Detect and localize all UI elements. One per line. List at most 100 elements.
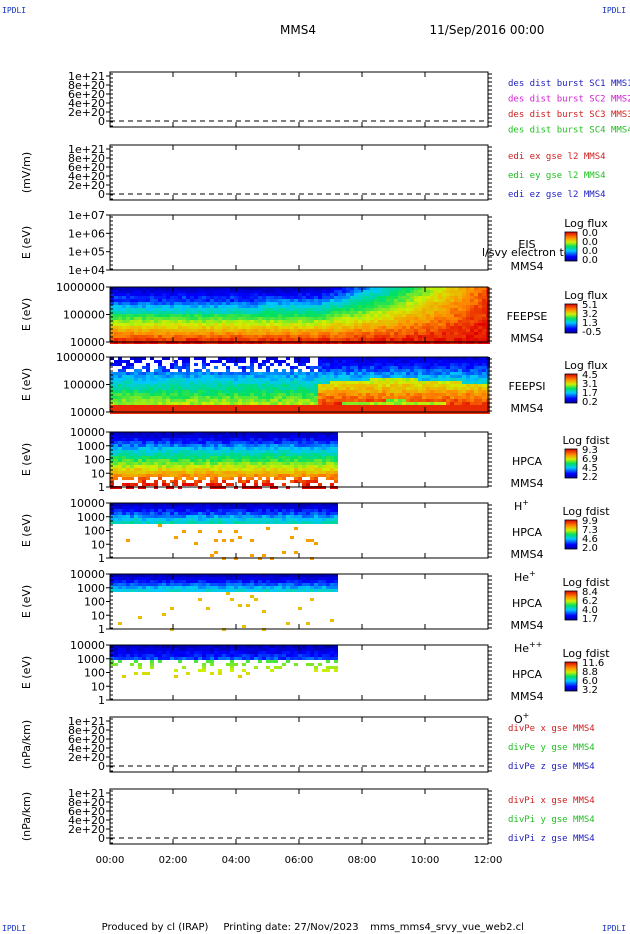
spectrogram-cell — [158, 512, 162, 515]
spectrogram-cell — [470, 323, 474, 326]
y-tick-label: 1000 — [77, 440, 105, 453]
spectrogram-cell — [326, 459, 330, 462]
spectrogram-cell — [354, 326, 358, 329]
spectrogram-cell — [206, 453, 210, 456]
spectrogram-cell — [178, 329, 182, 332]
spectrogram-cell — [290, 314, 294, 317]
spectrogram-cell — [250, 357, 254, 360]
spectrogram-cell — [326, 314, 330, 317]
spectrogram-cell — [450, 290, 454, 293]
spectrogram-cell — [134, 483, 138, 486]
spectrogram-cell — [386, 287, 390, 290]
spectrogram-cell — [338, 320, 342, 323]
spectrogram-cell — [442, 305, 446, 308]
spectrogram-cell — [178, 338, 182, 341]
spectrogram-cell — [306, 299, 310, 302]
spectrogram-cell — [470, 314, 474, 317]
spectrogram-cell — [394, 369, 398, 372]
spectrogram-cell — [318, 287, 322, 290]
spectrogram-cell — [170, 290, 174, 293]
spectrogram-cell — [134, 408, 138, 411]
spectrogram-cell — [194, 447, 198, 450]
spectrogram-cell — [286, 465, 290, 468]
spectrogram-cell — [186, 441, 190, 444]
spectrogram-cell — [198, 438, 202, 441]
spectrogram-cell — [318, 402, 322, 405]
spectrogram-cell — [138, 450, 142, 453]
spectrogram-cell — [218, 408, 222, 411]
spectrogram-cell — [262, 465, 266, 468]
spectrogram-cell — [182, 287, 186, 290]
spectrogram-cell — [154, 369, 158, 372]
spectrogram-cell — [310, 450, 314, 453]
spectrogram-cell — [386, 314, 390, 317]
spectrogram-cell — [482, 387, 486, 390]
spectrogram-cell — [334, 456, 338, 459]
spectrogram-cell — [306, 290, 310, 293]
spectrogram-cell — [346, 360, 350, 363]
spectrogram-cell — [130, 474, 134, 477]
spectrogram-cell — [282, 369, 286, 372]
spectrogram-cell — [298, 444, 302, 447]
spectrogram-cell — [170, 468, 174, 471]
spectrogram-cell — [186, 290, 190, 293]
spectrogram-cell — [146, 509, 150, 512]
spectrogram-cell — [426, 314, 430, 317]
spectrogram-cell — [250, 435, 254, 438]
spectrogram-cell — [478, 396, 482, 399]
spectrogram-cell — [146, 323, 150, 326]
spectrogram-cell — [338, 290, 342, 293]
spectrogram-cell — [334, 390, 338, 393]
spectrogram-cell — [214, 360, 218, 363]
spectrogram-cell — [294, 308, 298, 311]
spectrogram-cell — [278, 378, 282, 381]
spectrogram-cell — [146, 450, 150, 453]
spectrogram-cell — [118, 308, 122, 311]
spectrogram-cell — [450, 381, 454, 384]
spectrogram-cell — [290, 366, 294, 369]
spectrogram-cell — [194, 402, 198, 405]
spectrogram-cell — [130, 390, 134, 393]
spectrogram-cell — [162, 521, 166, 524]
spectrogram-cell — [250, 338, 254, 341]
spectrogram-cell — [322, 396, 326, 399]
spectrogram-cell — [330, 381, 334, 384]
spectrogram-cell — [202, 447, 206, 450]
spectrogram-cell — [166, 369, 170, 372]
spectrogram-cell — [254, 402, 258, 405]
spectrogram-cell — [186, 435, 190, 438]
spectrogram-cell — [190, 441, 194, 444]
spectrogram-cell — [302, 432, 306, 435]
spectrogram-cell — [286, 405, 290, 408]
spectrogram-cell — [442, 372, 446, 375]
spectrogram-cell — [130, 441, 134, 444]
spectrogram-cell — [366, 287, 370, 290]
spectrogram-cell — [202, 393, 206, 396]
spectrogram-cell — [122, 378, 126, 381]
spectrogram-cell — [230, 396, 234, 399]
spectrogram-cell — [442, 308, 446, 311]
spectrogram-cell — [138, 402, 142, 405]
spectrogram-cell — [418, 366, 422, 369]
spectrogram-cell — [410, 399, 414, 402]
spectrogram-cell — [466, 384, 470, 387]
spectrogram-cell — [130, 468, 134, 471]
spectrogram-cell — [130, 509, 134, 512]
spectrogram-cell — [458, 305, 462, 308]
spectrogram-cell — [422, 314, 426, 317]
spectrogram-cell — [406, 384, 410, 387]
spectrogram-cell — [230, 432, 234, 435]
spectrogram-cell — [462, 390, 466, 393]
spectrogram-cell — [166, 453, 170, 456]
spectrogram-cell — [382, 290, 386, 293]
spectrogram-cell — [254, 408, 258, 411]
spectrogram-cell — [270, 323, 274, 326]
spectrogram-cell — [118, 326, 122, 329]
spectrogram-cell — [370, 305, 374, 308]
spectrogram-cell — [134, 299, 138, 302]
spectrogram-cell — [386, 363, 390, 366]
spectrogram-cell — [330, 408, 334, 411]
spectrogram-cell — [222, 462, 226, 465]
spectrogram-cell — [478, 338, 482, 341]
spectrogram-cell — [250, 402, 254, 405]
